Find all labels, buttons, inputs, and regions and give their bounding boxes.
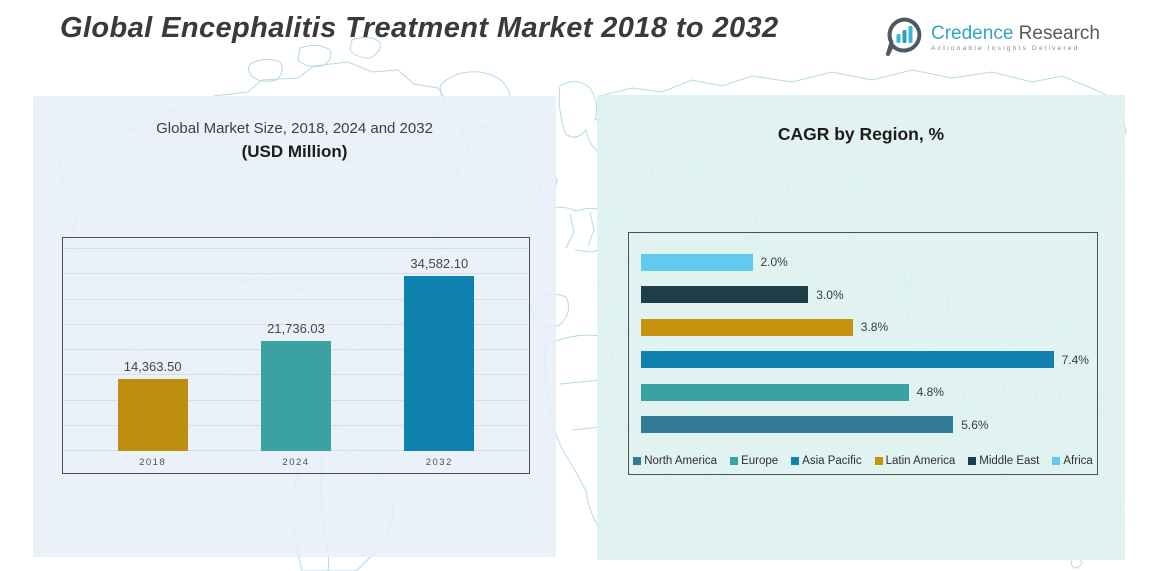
brand-logo: Credence Research Actionable Insights De… (884, 16, 1100, 58)
cagr-bar (641, 383, 909, 401)
legend-item: Europe (730, 455, 778, 467)
gridline (64, 323, 528, 325)
market-bar (260, 341, 331, 451)
cagr-value-label: 3.0% (816, 287, 844, 302)
legend-item: Asia Pacific (791, 455, 862, 467)
bar-category-label: 2018 (139, 456, 167, 468)
brand-name: Credence Research (931, 23, 1100, 44)
legend-item: Middle East (968, 455, 1039, 467)
market-bar-group: 21,736.03 2024 (260, 321, 331, 473)
cagr-chart: 2.0% 3.0% 3.8% 7.4% 4.8% 5.6% North America Eu… (628, 232, 1098, 475)
market-bar-group: 34,582.10 2032 (404, 256, 475, 473)
market-size-unit: (USD Million) (241, 142, 348, 161)
cagr-bar-row: 3.8% (641, 311, 1091, 344)
cagr-bar-row: 7.4% (641, 344, 1091, 377)
market-size-bars: 14,363.50 2018 21,736.03 2024 34,582.10 2032 (63, 238, 529, 473)
market-bar (404, 276, 475, 451)
legend-swatch (968, 457, 977, 465)
bar-value-label: 21,736.03 (267, 321, 325, 337)
market-size-chart: 14,363.50 2018 21,736.03 2024 34,582.10 2032 (62, 237, 530, 474)
legend-label: Latin America (885, 455, 956, 467)
gridline (64, 273, 528, 275)
page-title: Global Encephalitis Treatment Market 201… (60, 12, 779, 44)
market-bar (117, 378, 188, 451)
gridline (64, 298, 528, 300)
gridline (64, 248, 528, 249)
legend-item: Africa (1052, 455, 1093, 467)
legend-label: Middle East (979, 455, 1040, 467)
bar-category-label: 2024 (282, 456, 310, 468)
legend-item: Latin America (874, 455, 956, 467)
brand-name-secondary: Research (1018, 22, 1100, 44)
cagr-bar-row: 5.6% (641, 409, 1091, 442)
legend-label: Europe (741, 455, 779, 467)
cagr-value-label: 3.8% (860, 320, 889, 335)
legend-label: Africa (1063, 455, 1093, 467)
cagr-value-label: 5.6% (961, 417, 989, 432)
market-size-title: Global Market Size, 2018, 2024 and 2032 (156, 120, 433, 137)
cagr-rows: 2.0% 3.0% 3.8% 7.4% 4.8% 5.6% (641, 246, 1091, 441)
cagr-panel: CAGR by Region, % 2.0% 3.0% 3.8% 7.4% 4.8% 5.… (597, 95, 1125, 560)
legend-swatch (633, 457, 642, 465)
bar-chart-bubble-icon (886, 17, 922, 56)
bar-category-label: 2032 (425, 456, 453, 468)
cagr-bar (641, 253, 753, 271)
cagr-value-label: 2.0% (760, 255, 788, 270)
cagr-bar-row: 4.8% (641, 376, 1091, 409)
legend-swatch (1052, 457, 1061, 465)
cagr-title: CAGR by Region, % (777, 124, 945, 144)
cagr-value-label: 4.8% (916, 385, 944, 400)
cagr-bar (641, 416, 954, 434)
brand-text: Credence Research Actionable Insights De… (931, 23, 1100, 52)
cagr-bar (641, 286, 809, 304)
legend-swatch (730, 457, 739, 465)
cagr-bar (641, 351, 1054, 369)
legend-label: Asia Pacific (802, 455, 862, 467)
bar-value-label: 34,582.10 (410, 256, 469, 272)
legend-item: North America (633, 455, 717, 467)
cagr-legend: North America Europe Asia Pacific Latin Ame… (629, 455, 1097, 467)
cagr-bar-row: 3.0% (641, 279, 1091, 312)
legend-swatch (874, 457, 883, 465)
market-size-panel: Global Market Size, 2018, 2024 and 2032 … (33, 96, 556, 557)
brand-tagline: Actionable Insights Delivered (931, 44, 1080, 52)
market-bar-group: 14,363.50 2018 (117, 358, 188, 474)
cagr-value-label: 7.4% (1061, 352, 1089, 367)
legend-swatch (791, 457, 800, 465)
cagr-bar-row: 2.0% (641, 246, 1091, 279)
brand-name-primary: Credence (931, 22, 1014, 44)
cagr-bar (641, 318, 853, 336)
bar-value-label: 14,363.50 (123, 358, 182, 374)
legend-label: North America (644, 455, 718, 467)
